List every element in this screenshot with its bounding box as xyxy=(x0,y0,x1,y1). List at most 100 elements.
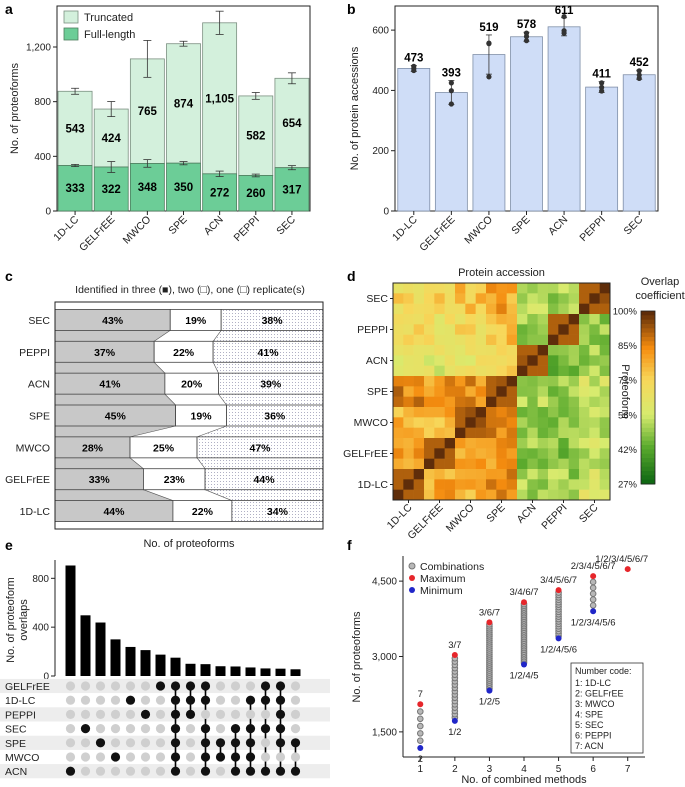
panel-d-heatmap-cell xyxy=(579,345,590,356)
panel-d-heatmap-cell xyxy=(568,376,580,387)
panel-label-a: a xyxy=(5,1,13,17)
panel-d-heatmap-cell xyxy=(475,448,487,459)
panel-a-label-full-length: 350 xyxy=(174,182,193,194)
panel-d-heatmap-cell xyxy=(413,396,425,408)
panel-d-heatmap-cell xyxy=(403,438,414,449)
panel-d-heatmap-cell xyxy=(465,355,476,366)
panel-e-dot-off xyxy=(260,738,271,748)
panel-c-category-label: ACN xyxy=(28,379,50,391)
panel-d-heatmap-cell xyxy=(568,293,580,304)
panel-a-ytick-label: 800 xyxy=(34,97,51,108)
panel-d-heatmap-cell xyxy=(486,417,497,428)
panel-d-heatmap-cell xyxy=(496,376,507,387)
panel-a-label-truncated: 424 xyxy=(102,133,122,145)
panel-a-xtick-label: ACN xyxy=(202,214,226,238)
panel-d-heatmap-cell xyxy=(537,469,549,480)
panel-d-heatmap-cell xyxy=(558,448,569,459)
panel-b-xtick-label: SPE xyxy=(509,214,532,237)
panel-f-max-dot xyxy=(451,651,458,658)
panel-d-heatmap-cell xyxy=(599,396,611,408)
panel-c-label-one: 39% xyxy=(260,379,282,391)
panel-d-heatmap-cell xyxy=(579,324,590,335)
panel-e-bar xyxy=(185,663,196,676)
panel-d-heatmap-cell xyxy=(393,376,404,387)
panel-e-dot-off xyxy=(80,709,91,720)
panel-d-heatmap-cell xyxy=(455,427,466,439)
panel-a-xtick-label: MWCO xyxy=(121,214,154,247)
panel-label-f: f xyxy=(347,537,352,553)
panel-d-heatmap-cell xyxy=(444,469,456,480)
panel-d-heatmap-cell xyxy=(599,303,611,315)
panel-d-heatmap-cell xyxy=(393,314,404,325)
panel-e-dot-off xyxy=(155,752,166,762)
panel-c-label-three: 37% xyxy=(94,347,116,359)
panel-d-heatmap-cell xyxy=(434,355,445,366)
panel-d-colorbar-cell xyxy=(641,362,655,368)
panel-e-dot-off xyxy=(140,766,151,776)
panel-d-heatmap-cell xyxy=(424,293,435,304)
panel-d-heatmap-cell xyxy=(444,314,456,325)
panel-c-category-label: GELFrEE xyxy=(5,474,50,486)
panel-d-colorbar-cell xyxy=(641,332,655,338)
panel-e-dot-on xyxy=(155,681,166,691)
panel-d-heatmap-cell xyxy=(558,479,569,490)
panel-f-max-dot xyxy=(590,573,597,580)
panel-d-heatmap-cell xyxy=(527,417,538,428)
panel-e-dot-on xyxy=(230,752,241,762)
panel-e-dot-on xyxy=(200,738,211,748)
panel-e-dot-on xyxy=(170,695,181,705)
panel-b-replicate-dot xyxy=(561,13,567,20)
panel-e-dot-on xyxy=(140,709,151,720)
panel-d-heatmap-cell xyxy=(486,489,497,501)
panel-f-number-code-entry: 1: 1D-LC xyxy=(575,678,612,688)
panel-e-dot-off xyxy=(80,681,91,691)
panel-e-ylabel-line2: overlaps xyxy=(18,599,30,641)
panel-c-label-three: 45% xyxy=(105,411,127,423)
panel-d-heatmap-cell xyxy=(475,314,487,325)
panel-c-connector-edge xyxy=(196,425,227,438)
panel-d-heatmap-cell xyxy=(403,469,414,480)
panel-b-value-label: 393 xyxy=(442,67,461,79)
panel-d-heatmap-cell xyxy=(589,283,600,294)
panel-d-colorbar-tick: 42% xyxy=(618,445,638,456)
panel-d-heatmap-cell xyxy=(568,324,580,335)
panel-d-colorbar-cell xyxy=(641,432,655,437)
panel-f-min-label: 1/2 xyxy=(448,727,461,738)
panel-e-dot-on xyxy=(245,695,256,705)
panel-d-heatmap-cell xyxy=(558,489,569,501)
panel-d-heatmap-cell xyxy=(599,417,611,428)
panel-d-colorbar-cell xyxy=(641,380,655,386)
panel-d-heatmap-cell xyxy=(548,417,559,428)
panel-e-dot-off xyxy=(155,695,166,705)
panel-c-connector-edge xyxy=(164,393,176,406)
panel-b-replicate-dot xyxy=(523,33,530,40)
panel-d-heatmap-cell xyxy=(527,489,538,501)
panel-d-heatmap-cell xyxy=(434,407,445,418)
panel-e-dot-on xyxy=(245,724,256,734)
panel-e-dot-off xyxy=(110,695,121,705)
panel-b-value-label: 611 xyxy=(555,5,574,17)
panel-e-dot-off xyxy=(65,752,76,762)
panel-d-colorbar-cell xyxy=(641,419,655,424)
panel-label-e: e xyxy=(5,537,13,553)
panel-d-heatmap-cell xyxy=(548,448,559,459)
panel-d-heatmap-cell xyxy=(496,293,507,304)
panel-d-heatmap-cell xyxy=(413,407,425,418)
panel-d-heatmap-cell xyxy=(486,283,497,294)
panel-d-heatmap-cell xyxy=(496,469,507,480)
panel-f-min-label: 1/2/4/5/6 xyxy=(540,644,577,655)
panel-d-heatmap-cell xyxy=(465,334,476,346)
panel-a-ytick-label: 1,200 xyxy=(26,43,51,54)
panel-d-colorbar-cell xyxy=(641,388,655,394)
panel-d-heatmap-cell xyxy=(424,458,435,470)
panel-d-heatmap-cell xyxy=(434,396,445,408)
panel-d-colorbar-cell xyxy=(641,466,655,472)
panel-c-connector-edge xyxy=(212,362,219,374)
panel-e-ytick-label: 800 xyxy=(32,574,49,585)
panel-d-colorbar-cell xyxy=(641,349,655,355)
panel-d-heatmap-cell xyxy=(455,293,466,304)
panel-d-heatmap-cell xyxy=(496,334,507,346)
panel-e-set-label: SPE xyxy=(5,738,26,750)
panel-d-heatmap-cell xyxy=(589,355,600,366)
panel-d-heatmap-cell xyxy=(465,396,476,408)
